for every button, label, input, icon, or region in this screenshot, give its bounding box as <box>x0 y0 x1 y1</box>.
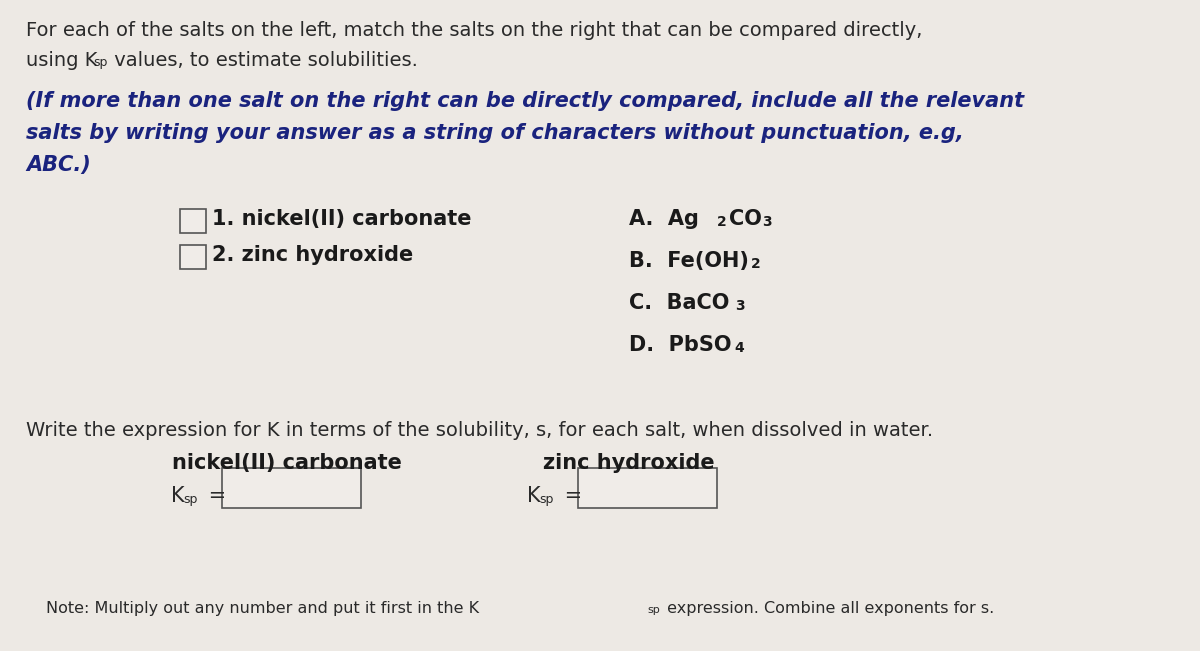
Text: D.  PbSO: D. PbSO <box>629 335 732 355</box>
Text: =: = <box>202 486 226 506</box>
Text: sp: sp <box>184 493 198 506</box>
Text: zinc hydroxide: zinc hydroxide <box>544 453 715 473</box>
Text: CO: CO <box>730 209 762 229</box>
Text: K: K <box>527 486 541 506</box>
Text: nickel(II) carbonate: nickel(II) carbonate <box>172 453 402 473</box>
Text: salts by writing your answer as a string of characters without punctuation, e.g,: salts by writing your answer as a string… <box>26 123 964 143</box>
Text: =: = <box>558 486 582 506</box>
Text: sp: sp <box>539 493 553 506</box>
Text: 3: 3 <box>736 299 745 313</box>
Text: sp: sp <box>648 605 660 615</box>
Text: A.  Ag: A. Ag <box>629 209 698 229</box>
Text: values, to estimate solubilities.: values, to estimate solubilities. <box>108 51 418 70</box>
FancyBboxPatch shape <box>180 245 206 269</box>
Text: 2: 2 <box>751 257 761 271</box>
Text: 4: 4 <box>734 341 744 355</box>
Text: 2. zinc hydroxide: 2. zinc hydroxide <box>212 245 413 265</box>
Text: using K: using K <box>26 51 97 70</box>
Text: For each of the salts on the left, match the salts on the right that can be comp: For each of the salts on the left, match… <box>26 21 923 40</box>
Text: 2: 2 <box>716 215 727 229</box>
Text: 3: 3 <box>762 215 772 229</box>
Text: K: K <box>172 486 185 506</box>
FancyBboxPatch shape <box>578 468 716 508</box>
Text: Write the expression for K in terms of the solubility, s, for each salt, when di: Write the expression for K in terms of t… <box>26 421 934 440</box>
Text: 1. nickel(II) carbonate: 1. nickel(II) carbonate <box>212 209 472 229</box>
Text: C.  BaCO: C. BaCO <box>629 293 730 313</box>
Text: sp: sp <box>94 56 108 69</box>
FancyBboxPatch shape <box>180 209 206 233</box>
Text: B.  Fe(OH): B. Fe(OH) <box>629 251 749 271</box>
FancyBboxPatch shape <box>222 468 361 508</box>
Text: expression. Combine all exponents for s.: expression. Combine all exponents for s. <box>662 601 995 616</box>
Text: Note: Multiply out any number and put it first in the K: Note: Multiply out any number and put it… <box>47 601 479 616</box>
Text: ABC.): ABC.) <box>26 155 91 175</box>
Text: (If more than one salt on the right can be directly compared, include all the re: (If more than one salt on the right can … <box>26 91 1024 111</box>
